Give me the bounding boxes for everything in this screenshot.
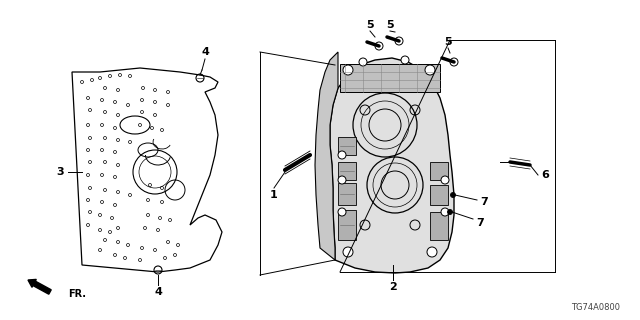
Text: FR.: FR. [68, 289, 86, 299]
Text: 7: 7 [480, 197, 488, 207]
Text: 7: 7 [476, 218, 484, 228]
Circle shape [338, 208, 346, 216]
Circle shape [447, 210, 452, 214]
Polygon shape [315, 52, 338, 260]
Circle shape [343, 65, 353, 75]
Circle shape [395, 37, 403, 45]
Circle shape [425, 65, 435, 75]
Bar [430, 212, 448, 240]
Circle shape [441, 208, 449, 216]
Bar [338, 162, 356, 180]
Circle shape [375, 42, 383, 50]
Polygon shape [330, 58, 454, 273]
Text: 3: 3 [56, 167, 64, 177]
Text: 5: 5 [366, 20, 374, 30]
Text: 4: 4 [201, 47, 209, 57]
Text: 2: 2 [389, 282, 397, 292]
Circle shape [450, 58, 458, 66]
Text: TG74A0800: TG74A0800 [571, 303, 620, 312]
Bar [338, 137, 356, 155]
Bar [430, 185, 448, 205]
Circle shape [338, 176, 346, 184]
Text: 6: 6 [541, 170, 549, 180]
Circle shape [441, 176, 449, 184]
Circle shape [338, 151, 346, 159]
Text: 1: 1 [270, 190, 278, 200]
Circle shape [427, 247, 437, 257]
Bar [340, 64, 440, 92]
Circle shape [343, 247, 353, 257]
Bar [338, 210, 356, 240]
Bar [430, 162, 448, 180]
Circle shape [359, 58, 367, 66]
Text: 5: 5 [444, 37, 452, 47]
Text: 5: 5 [386, 20, 394, 30]
Bar [338, 183, 356, 205]
Text: 4: 4 [154, 287, 162, 297]
Circle shape [451, 193, 456, 197]
Circle shape [401, 56, 409, 64]
FancyArrow shape [28, 279, 51, 294]
